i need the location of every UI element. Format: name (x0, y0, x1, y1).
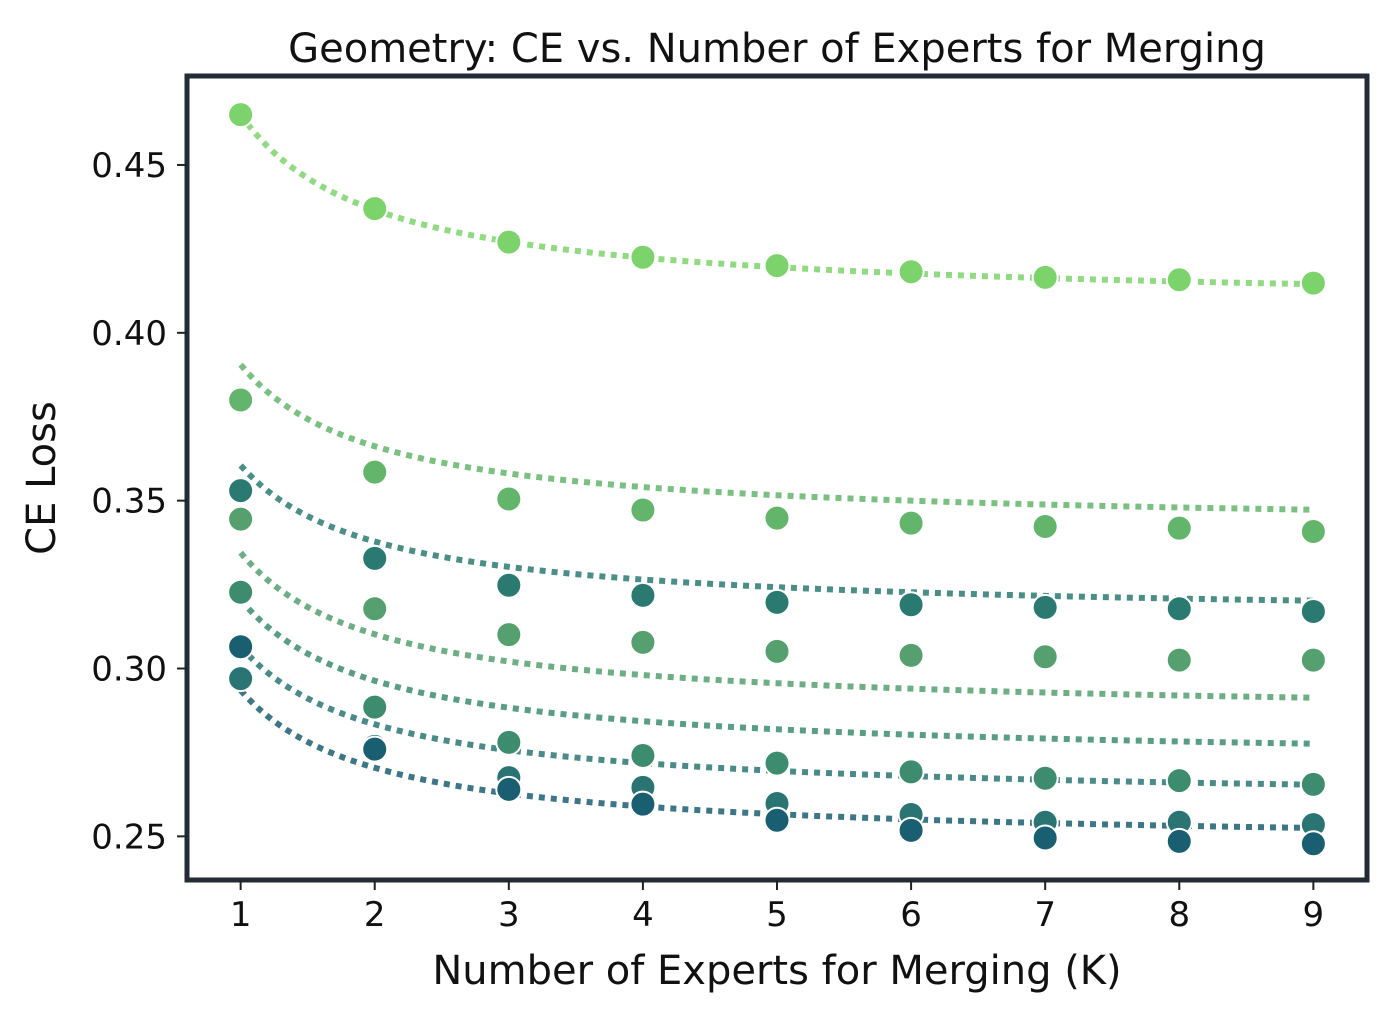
data-point-series-2 (629, 496, 657, 524)
data-point-series-5 (1299, 770, 1327, 798)
data-point-series-5 (629, 741, 657, 769)
x-tick-label: 7 (1034, 895, 1056, 935)
data-point-series-3 (361, 544, 389, 572)
data-point-series-4 (1031, 643, 1059, 671)
data-point-series-5 (495, 728, 523, 756)
y-tick-label: 0.30 (91, 650, 167, 690)
x-tick-label: 4 (632, 895, 654, 935)
data-point-series-1 (897, 258, 925, 286)
data-point-series-3 (897, 591, 925, 619)
data-point-series-1 (629, 243, 657, 271)
fit-line-series-2 (238, 362, 1314, 513)
data-point-series-1 (1299, 269, 1327, 297)
data-point-series-7 (1031, 824, 1059, 852)
data-point-series-3 (1165, 595, 1193, 623)
data-point-series-4 (1299, 646, 1327, 674)
chart-title: Geometry: CE vs. Number of Experts for M… (288, 26, 1266, 72)
data-point-series-5 (897, 758, 925, 786)
fit-lines (238, 112, 1314, 831)
y-tick-label: 0.25 (91, 817, 167, 857)
data-point-series-7 (629, 790, 657, 818)
data-point-series-1 (763, 252, 791, 280)
data-point-series-3 (763, 588, 791, 616)
data-point-series-4 (763, 637, 791, 665)
data-point-series-4 (495, 621, 523, 649)
data-point-series-7 (1299, 830, 1327, 858)
x-tick-label: 3 (498, 895, 520, 935)
data-point-series-7 (227, 633, 255, 661)
data-point-series-2 (897, 509, 925, 537)
data-point-series-3 (1299, 597, 1327, 625)
x-tick-label: 6 (900, 895, 922, 935)
data-point-series-1 (227, 101, 255, 129)
data-points (227, 101, 1327, 858)
data-point-series-7 (361, 735, 389, 763)
data-point-series-5 (227, 578, 255, 606)
data-point-series-3 (629, 581, 657, 609)
data-point-series-7 (1165, 827, 1193, 855)
data-point-series-5 (763, 749, 791, 777)
data-point-series-2 (1299, 518, 1327, 546)
data-point-series-6 (227, 665, 255, 693)
y-tick-label: 0.40 (91, 314, 167, 354)
data-point-series-4 (361, 595, 389, 623)
y-tick-label: 0.45 (91, 146, 167, 186)
y-tick-label: 0.35 (91, 482, 167, 522)
x-tick-label: 5 (766, 895, 788, 935)
data-point-series-7 (495, 775, 523, 803)
data-point-series-2 (1165, 514, 1193, 542)
x-axis: 1 2 3 4 5 6 7 8 9 (230, 880, 1324, 935)
data-point-series-1 (1031, 263, 1059, 291)
y-axis: 0.25 0.30 0.35 0.40 0.45 (91, 146, 187, 857)
fit-line-series-3 (238, 463, 1314, 604)
data-point-series-4 (897, 641, 925, 669)
x-tick-label: 8 (1168, 895, 1190, 935)
data-point-series-4 (629, 628, 657, 656)
data-point-series-2 (1031, 513, 1059, 541)
data-point-series-4 (227, 505, 255, 533)
fit-line-series-4 (238, 550, 1314, 701)
data-point-series-1 (361, 195, 389, 223)
data-point-series-4 (1165, 646, 1193, 674)
data-point-series-5 (361, 693, 389, 721)
data-point-series-3 (495, 571, 523, 599)
data-point-series-2 (361, 458, 389, 486)
fit-line-series-5 (238, 597, 1314, 747)
x-tick-label: 2 (364, 895, 386, 935)
data-point-series-7 (763, 806, 791, 834)
data-point-series-2 (763, 504, 791, 532)
data-point-series-7 (897, 816, 925, 844)
data-point-series-2 (495, 485, 523, 513)
x-tick-label: 1 (230, 895, 252, 935)
data-point-series-3 (227, 477, 255, 505)
data-point-series-1 (1165, 266, 1193, 294)
data-point-series-3 (1031, 593, 1059, 621)
data-point-series-5 (1165, 767, 1193, 795)
data-point-series-2 (227, 386, 255, 414)
y-axis-label: CE Loss (19, 401, 65, 555)
x-axis-label: Number of Experts for Merging (K) (432, 948, 1121, 994)
data-point-series-5 (1031, 764, 1059, 792)
x-tick-label: 9 (1303, 895, 1325, 935)
data-point-series-1 (495, 228, 523, 256)
